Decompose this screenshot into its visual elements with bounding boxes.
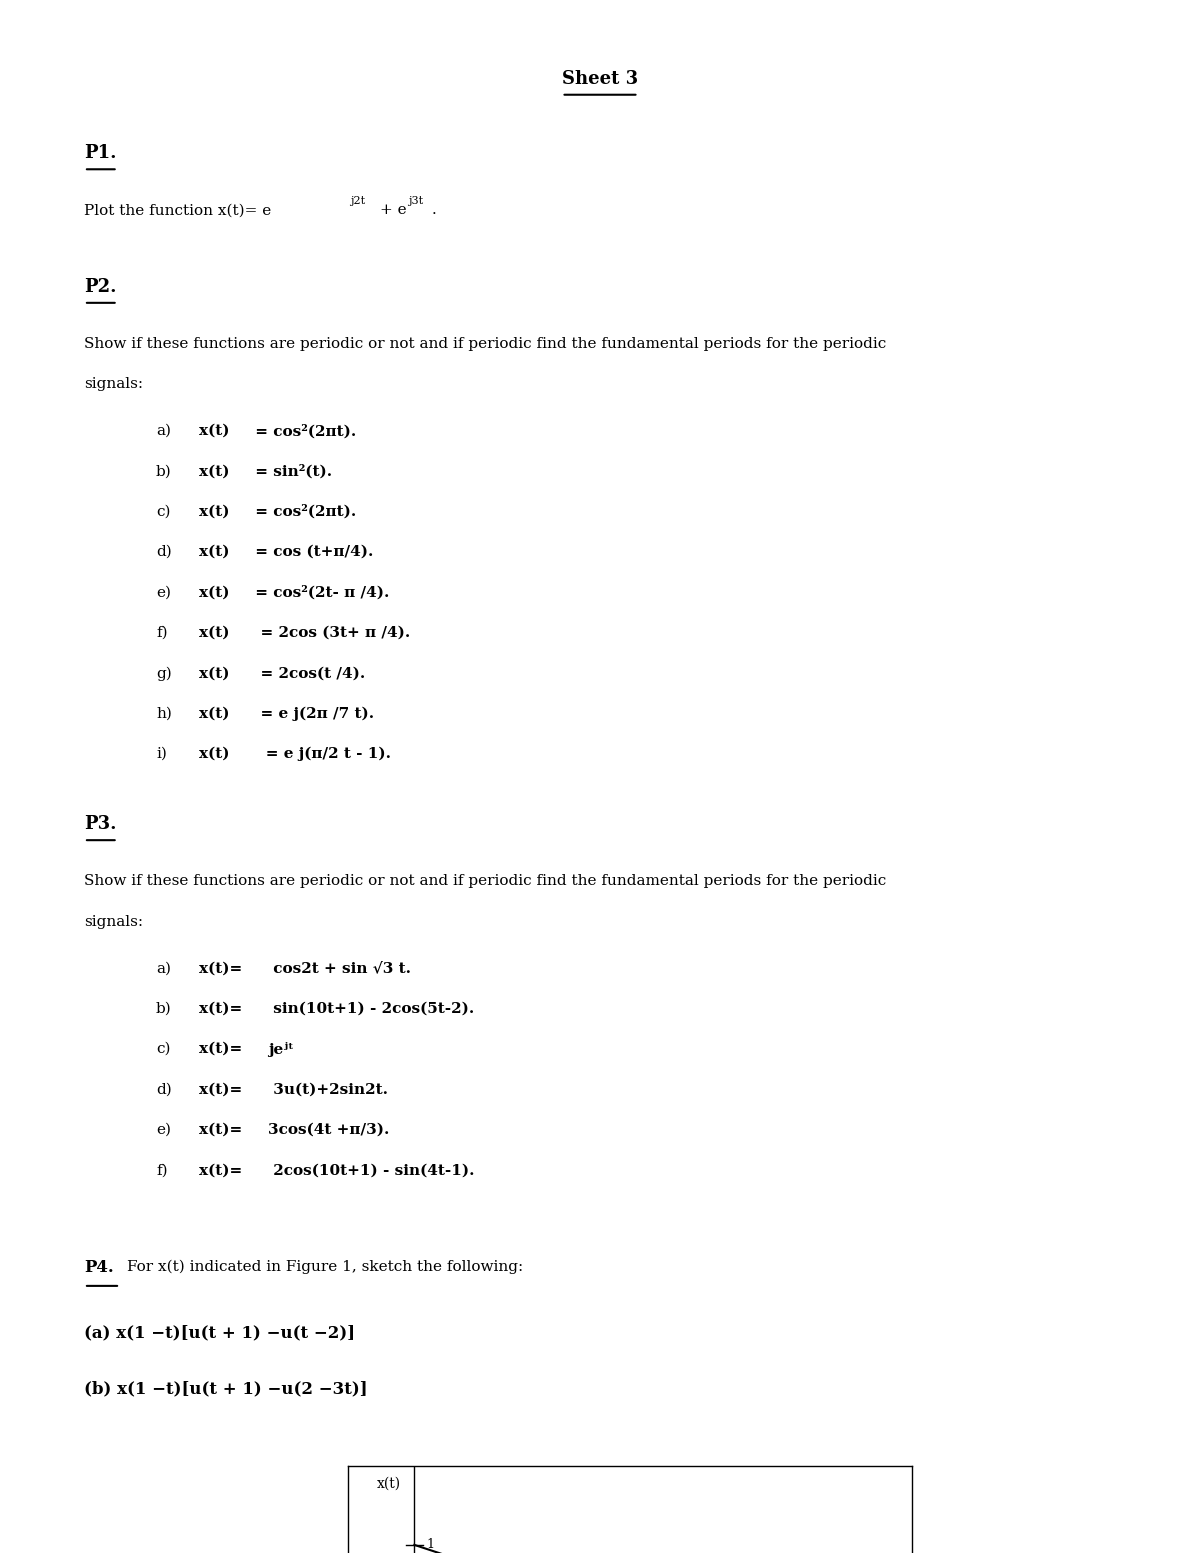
Text: = cos²(2t- π /4).: = cos²(2t- π /4). bbox=[250, 585, 389, 599]
Text: f): f) bbox=[156, 626, 168, 640]
Text: x(t)=: x(t)= bbox=[199, 1002, 242, 1016]
Text: 2cos(10t+1) - sin(4t-1).: 2cos(10t+1) - sin(4t-1). bbox=[268, 1163, 474, 1177]
Text: b): b) bbox=[156, 464, 172, 478]
Text: x(t): x(t) bbox=[199, 666, 229, 680]
Text: P3.: P3. bbox=[84, 815, 116, 834]
Text: signals:: signals: bbox=[84, 377, 143, 391]
Text: = sin²(t).: = sin²(t). bbox=[250, 464, 331, 478]
Text: x(t): x(t) bbox=[199, 747, 229, 761]
Text: = cos (t+π/4).: = cos (t+π/4). bbox=[250, 545, 373, 559]
Text: = e j(2π /7 t).: = e j(2π /7 t). bbox=[250, 707, 373, 721]
Text: 1: 1 bbox=[426, 1539, 434, 1551]
Text: x(t)=: x(t)= bbox=[199, 1123, 242, 1137]
Text: g): g) bbox=[156, 666, 172, 680]
Text: e): e) bbox=[156, 585, 172, 599]
Text: .: . bbox=[432, 203, 437, 217]
Text: P4.: P4. bbox=[84, 1259, 114, 1277]
Text: e): e) bbox=[156, 1123, 172, 1137]
Text: sin(10t+1) - 2cos(5t-2).: sin(10t+1) - 2cos(5t-2). bbox=[268, 1002, 474, 1016]
Text: x(t): x(t) bbox=[199, 626, 229, 640]
Text: x(t)=: x(t)= bbox=[199, 961, 242, 975]
Text: = e j(π/2 t - 1).: = e j(π/2 t - 1). bbox=[250, 747, 391, 761]
Text: P2.: P2. bbox=[84, 278, 116, 297]
Text: f): f) bbox=[156, 1163, 168, 1177]
Text: x(t)=: x(t)= bbox=[199, 1082, 242, 1096]
Text: x(t): x(t) bbox=[199, 707, 229, 721]
Text: d): d) bbox=[156, 545, 172, 559]
Text: 3u(t)+2sin2t.: 3u(t)+2sin2t. bbox=[268, 1082, 388, 1096]
Text: = 2cos(t /4).: = 2cos(t /4). bbox=[250, 666, 365, 680]
Text: x(t): x(t) bbox=[199, 464, 229, 478]
Text: = cos²(2πt).: = cos²(2πt). bbox=[250, 505, 356, 519]
Text: x(t): x(t) bbox=[377, 1477, 401, 1491]
Text: b): b) bbox=[156, 1002, 172, 1016]
Text: For x(t) indicated in Figure 1, sketch the following:: For x(t) indicated in Figure 1, sketch t… bbox=[127, 1259, 523, 1273]
Text: (a) x(1 −t)[u(t + 1) −u(t −2)]: (a) x(1 −t)[u(t + 1) −u(t −2)] bbox=[84, 1325, 355, 1342]
Text: c): c) bbox=[156, 505, 170, 519]
Text: i): i) bbox=[156, 747, 167, 761]
Text: 3cos(4t +π/3).: 3cos(4t +π/3). bbox=[268, 1123, 389, 1137]
Text: h): h) bbox=[156, 707, 172, 721]
Text: Sheet 3: Sheet 3 bbox=[562, 70, 638, 89]
Text: signals:: signals: bbox=[84, 915, 143, 929]
Text: cos2t + sin √3 t.: cos2t + sin √3 t. bbox=[268, 961, 410, 975]
Text: x(t)=: x(t)= bbox=[199, 1042, 242, 1056]
Text: d): d) bbox=[156, 1082, 172, 1096]
Text: c): c) bbox=[156, 1042, 170, 1056]
Text: = cos²(2πt).: = cos²(2πt). bbox=[250, 424, 356, 438]
Text: a): a) bbox=[156, 961, 172, 975]
Text: Plot the function x(t)= e: Plot the function x(t)= e bbox=[84, 203, 271, 217]
Text: Show if these functions are periodic or not and if periodic find the fundamental: Show if these functions are periodic or … bbox=[84, 337, 887, 351]
Text: jeʲᵗ: jeʲᵗ bbox=[268, 1042, 293, 1058]
Text: + e: + e bbox=[380, 203, 407, 217]
Text: (b) x(1 −t)[u(t + 1) −u(2 −3t)]: (b) x(1 −t)[u(t + 1) −u(2 −3t)] bbox=[84, 1381, 367, 1398]
Text: x(t): x(t) bbox=[199, 424, 229, 438]
Text: a): a) bbox=[156, 424, 172, 438]
Text: x(t): x(t) bbox=[199, 585, 229, 599]
Text: x(t)=: x(t)= bbox=[199, 1163, 242, 1177]
Text: P1.: P1. bbox=[84, 144, 116, 163]
Text: x(t): x(t) bbox=[199, 505, 229, 519]
Text: j3t: j3t bbox=[408, 196, 424, 205]
Text: x(t): x(t) bbox=[199, 545, 229, 559]
Text: Show if these functions are periodic or not and if periodic find the fundamental: Show if these functions are periodic or … bbox=[84, 874, 887, 888]
Text: = 2cos (3t+ π /4).: = 2cos (3t+ π /4). bbox=[250, 626, 410, 640]
Text: j2t: j2t bbox=[350, 196, 366, 205]
